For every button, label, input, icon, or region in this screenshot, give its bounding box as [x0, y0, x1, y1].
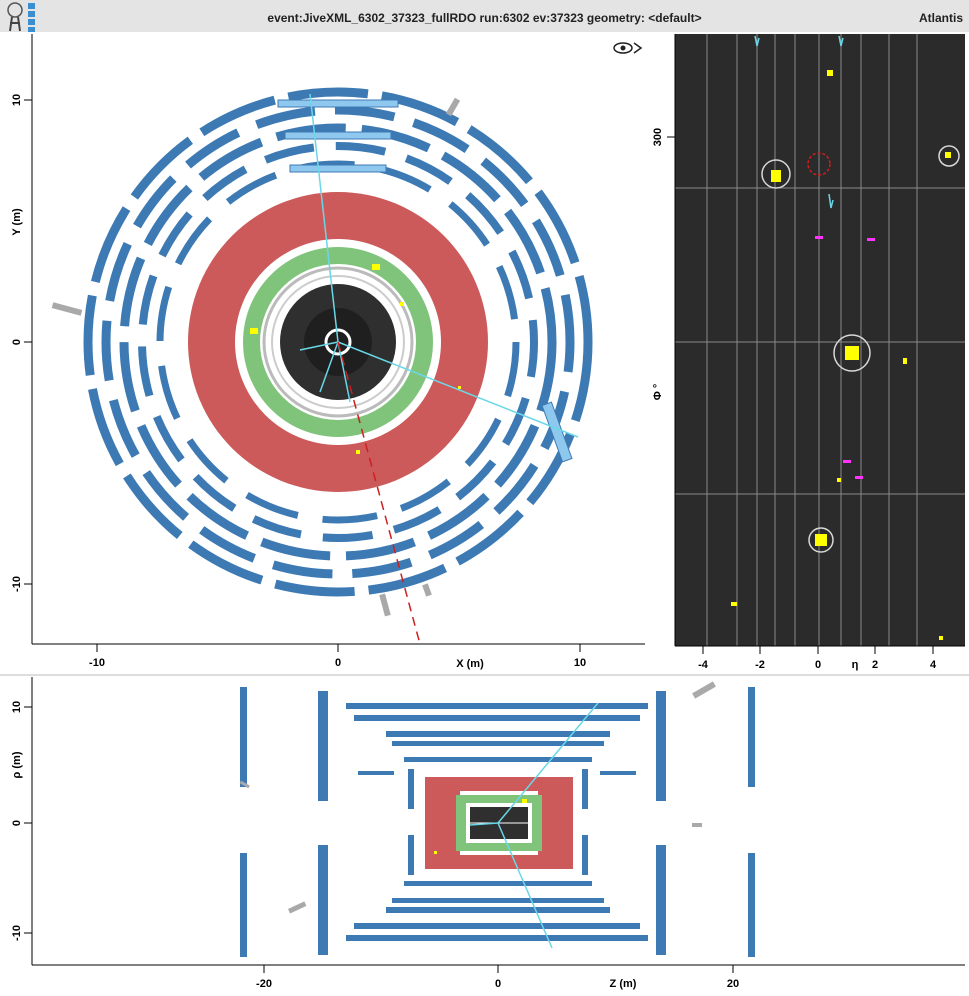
- eta-phi-x-tick-1: -2: [755, 659, 765, 671]
- xy-y-axis-label: Y (m): [11, 208, 23, 236]
- xy-x-tick-2: 10: [574, 657, 586, 669]
- xy-y-tick-1: 0: [11, 339, 23, 345]
- xy-y-tick-2: -10: [11, 576, 23, 592]
- app-name: Atlantis: [918, 11, 963, 25]
- rho-z-view-panel[interactable]: -20 0 20 Z (m) 10 0 -10 ρ (m): [0, 673, 969, 996]
- rz-y-axis-label: ρ (m): [11, 751, 23, 778]
- rz-y-tick-0: 10: [11, 701, 23, 713]
- rz-x-tick-2: 20: [727, 978, 739, 990]
- rz-y-tick-1: 0: [11, 820, 23, 826]
- eta-phi-x-axis-label: η: [852, 659, 859, 671]
- event-title: event:JiveXML_6302_37323_fullRDO run:630…: [267, 11, 702, 25]
- eta-phi-jet-cones: [761, 145, 960, 553]
- eta-phi-x-tick-4: 4: [930, 659, 937, 671]
- rz-x-axis-label: Z (m): [610, 978, 637, 990]
- xy-view-panel[interactable]: -10 0 10 X (m) 10 0 -10 Y (m): [0, 32, 647, 673]
- xy-x-axis-label: X (m): [456, 658, 484, 670]
- xy-x-tick-0: -10: [89, 657, 105, 669]
- eta-phi-y-tick-0: 300: [652, 128, 664, 146]
- rz-y-tick-2: -10: [11, 925, 23, 941]
- missing-et-marker: [807, 152, 831, 176]
- rz-x-tick-1: 0: [495, 978, 501, 990]
- atlas-logo-icon: [7, 2, 35, 33]
- eta-phi-clusters: [731, 70, 951, 640]
- eta-phi-canvas: [675, 34, 965, 646]
- eta-phi-x-tick-0: -4: [698, 659, 709, 671]
- xy-y-tick-0: 10: [11, 94, 23, 106]
- eta-phi-grid: [675, 34, 965, 646]
- eta-phi-x-tick-2: 0: [815, 659, 821, 671]
- rz-hits: [434, 799, 527, 854]
- rz-detector: [239, 681, 755, 957]
- xy-x-tick-1: 0: [335, 657, 341, 669]
- missing-et-line: [337, 341, 421, 645]
- eta-phi-x-tick-3: 2: [872, 659, 878, 671]
- eta-phi-view-panel[interactable]: -4 -2 0 2 4 η 300 Φ °: [647, 32, 969, 673]
- xy-hits: [250, 264, 461, 454]
- xy-tracks: [299, 93, 579, 438]
- title-bar: event:JiveXML_6302_37323_fullRDO run:630…: [0, 0, 969, 33]
- eta-phi-magenta-hits: [815, 236, 875, 479]
- rz-x-tick-0: -20: [256, 978, 272, 990]
- eta-phi-y-axis-label: Φ °: [652, 384, 664, 400]
- eye-fisheye-icon[interactable]: [613, 42, 643, 54]
- rz-tracks: [469, 702, 599, 949]
